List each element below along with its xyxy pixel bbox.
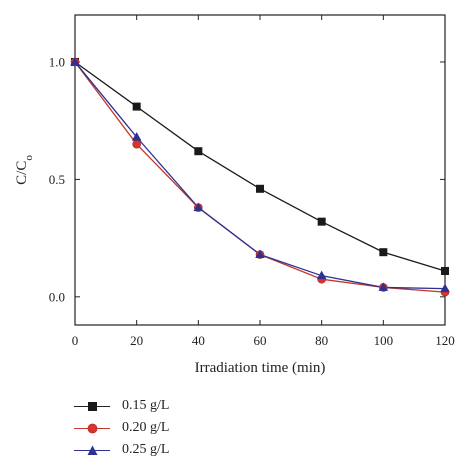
data-point-triangle (255, 249, 265, 259)
circle-marker-icon (87, 423, 98, 434)
legend-label: 0.25 g/L (122, 442, 170, 457)
legend-label: 0.20 g/L (122, 420, 170, 435)
data-point-square (194, 147, 203, 156)
data-point-square (132, 102, 141, 111)
square-marker-icon (88, 402, 97, 411)
data-point-circle (132, 139, 141, 149)
data-point-triangle (131, 132, 142, 141)
data-point-square (379, 248, 388, 257)
data-point-square (256, 184, 264, 193)
x-tick-label: 120 (435, 333, 455, 348)
x-tick-label: 0 (72, 333, 79, 348)
y-axis-label-main: C/C (14, 161, 30, 185)
plot-frame (74, 14, 446, 326)
data-point-triangle (193, 202, 204, 212)
legend-label: 0.15 g/L (122, 398, 170, 413)
y-tick-label: 1.0 (49, 54, 65, 69)
x-tick-label: 60 (254, 333, 267, 348)
data-point-triangle (316, 270, 327, 280)
y-axis-label-sub: o (23, 155, 35, 161)
data-point-triangle (378, 282, 389, 291)
x-tick-label: 20 (130, 333, 143, 348)
data-point-square (441, 266, 449, 275)
series-line-0 (74, 61, 446, 272)
data-point-triangle (70, 56, 80, 66)
triangle-marker-icon (87, 445, 98, 455)
y-tick-label: 0.0 (49, 289, 65, 304)
data-point-square (317, 217, 326, 226)
y-tick-label: 0.5 (49, 172, 65, 187)
y-axis-label: C/Co (14, 155, 35, 185)
x-tick-label: 80 (315, 333, 328, 348)
x-tick-label: 100 (374, 333, 394, 348)
x-tick-label: 40 (192, 333, 205, 348)
chart: 0 20 40 60 80 100 120 0.0 0.5 1.0 Irradiation tim… (14, 14, 455, 376)
data-point-triangle (440, 283, 450, 293)
x-axis-label: Irradiation time (min) (195, 360, 326, 376)
